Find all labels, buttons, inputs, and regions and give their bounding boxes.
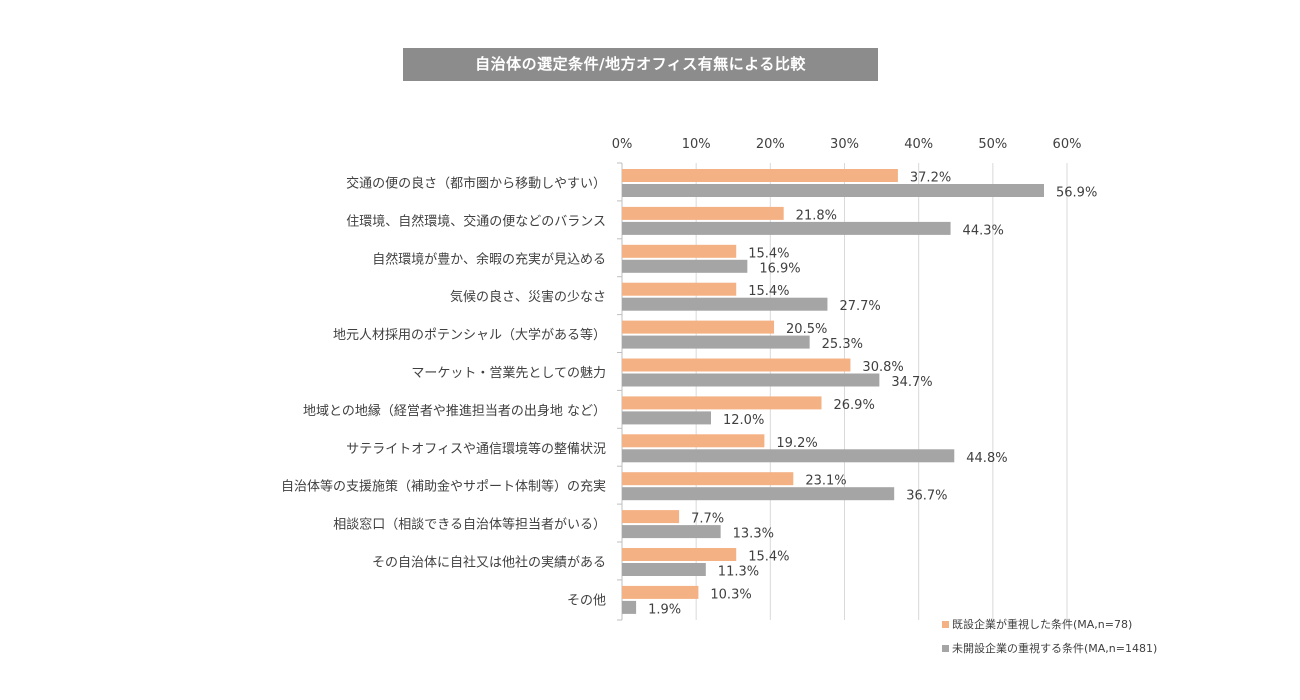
legend-label: 未開設企業の重視する条件(MA,n=1481) [952,641,1157,655]
bar-existing [622,548,737,561]
category-label: 住環境、自然環境、交通の便などのバランス [346,213,606,229]
data-label: 15.4% [748,550,789,565]
bar-existing [622,206,784,220]
bar-not-opened [622,563,706,576]
category-label: 地元人材採用のポテンシャル（大学がある等） [333,327,606,343]
category-label: 自治体等の支援施策（補助金やサポート体制等）の充実 [281,479,606,495]
data-label: 36.7% [906,489,947,504]
data-label: 13.3% [733,527,774,542]
bar-not-opened [622,525,721,539]
bar-not-opened [622,184,1045,197]
bar-not-opened [622,411,711,425]
bar-existing [622,510,680,524]
data-label: 44.3% [963,223,1004,238]
category-label: その他 [567,593,606,608]
category-label: 気候の良さ、災害の少なさ [450,289,606,305]
category-label: 交通の便の良さ（都市圏から移動しやすい） [346,176,606,192]
x-tick-label: 50% [978,137,1007,152]
data-label: 34.7% [891,375,932,390]
bar-existing [622,244,737,258]
category-label: 相談窓口（相談できる自治体等担当者がいる） [333,517,606,533]
data-label: 1.9% [648,602,681,617]
category-label: マーケット・営業先としての魅力 [411,365,606,381]
bar-existing [622,585,699,599]
data-label: 7.7% [691,512,724,527]
x-tick-label: 0% [612,137,633,152]
data-label: 16.9% [759,261,800,276]
category-label: 地域との地縁（経営者や推進担当者の出身地 など） [303,403,606,419]
data-label: 15.4% [748,246,789,261]
bar-not-opened [622,221,951,235]
legend-swatch [942,621,949,628]
category-label: その自治体に自社又は他社の実績がある [372,555,606,571]
x-tick-label: 40% [904,137,933,152]
x-tick-label: 60% [1053,137,1082,152]
chart-title: 自治体の選定条件/地方オフィス有無による比較 [403,48,878,81]
data-label: 19.2% [776,436,817,451]
data-label: 20.5% [786,322,827,337]
data-label: 21.8% [796,208,837,223]
bar-not-opened [622,373,880,387]
data-labels: 37.2% 21.8% 15.4% 15.4% 20.5% 30.8% 26.9% 19.2%… [648,171,1097,618]
data-label: 27.7% [839,299,880,314]
bars [622,169,1045,614]
data-label: 37.2% [910,171,951,186]
bar-not-opened [622,297,828,311]
bar-existing [622,396,822,410]
bar-not-opened [622,487,895,501]
bar-existing [622,358,851,372]
bar-not-opened [622,335,810,349]
data-label: 15.4% [748,284,789,299]
legend: 既設企業が重視した条件(MA,n=78) 未開設企業の重視する条件(MA,n=14… [942,617,1157,655]
data-label: 56.9% [1056,186,1097,201]
bar-existing [622,434,765,448]
data-label: 44.8% [966,451,1007,466]
category-labels: 交通の便の良さ（都市圏から移動しやすい） 住環境、自然環境、交通の便などのバランス… [281,176,606,609]
x-tick-label: 20% [756,137,785,152]
bar-existing [622,472,794,486]
category-label: 自然環境が豊か、余暇の充実が見込める [372,251,606,267]
data-label: 23.1% [805,474,846,489]
grid-lines [617,162,1068,621]
data-label: 25.3% [822,337,863,352]
bar-existing [622,320,775,334]
data-label: 12.0% [723,413,764,428]
x-tick-label: 30% [830,137,859,152]
data-label: 10.3% [710,587,751,602]
bar-existing [622,169,898,182]
bar-existing [622,282,737,296]
x-axis-ticks: 0% 10% 20% 30% 40% 50% 60% [612,137,1082,152]
data-label: 30.8% [862,360,903,375]
legend-label: 既設企業が重視した条件(MA,n=78) [952,617,1132,631]
x-tick-label: 10% [682,137,711,152]
data-label: 11.3% [718,565,759,580]
legend-swatch [942,645,949,652]
bar-not-opened [622,259,748,273]
bar-not-opened [622,449,955,463]
category-label: サテライトオフィスや通信環境等の整備状況 [346,441,606,457]
data-label: 26.9% [834,398,875,413]
bar-not-opened [622,600,637,614]
